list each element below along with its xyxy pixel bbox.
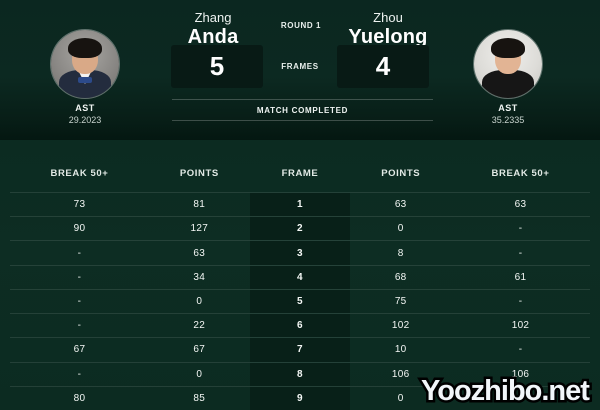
- cell-points-left: 81: [193, 199, 206, 211]
- cell-points-left: 34: [193, 271, 206, 283]
- cell-break50-right: -: [518, 247, 523, 259]
- match-status-strip: MATCH COMPLETED: [172, 99, 433, 121]
- table-row: - 34 4 68 61: [10, 264, 590, 289]
- cell-frame-number: 5: [249, 289, 351, 314]
- match-status-label: MATCH COMPLETED: [256, 105, 349, 115]
- avatar-shirt-shape: [482, 70, 534, 98]
- cell-points-left: 63: [193, 247, 206, 259]
- table-row: - 0 8 106 106: [10, 361, 590, 386]
- cell-frame-number: 4: [249, 265, 351, 289]
- avatar-bowtie-shape: [78, 77, 92, 83]
- cell-break50-right: -: [518, 344, 523, 356]
- cell-points-left: 0: [196, 295, 203, 307]
- cell-break50-right: 61: [514, 271, 527, 283]
- round-label: ROUND 1: [280, 21, 322, 30]
- cell-break50-left: 80: [73, 392, 86, 404]
- player-right-stat-value: 35.2335: [491, 115, 525, 125]
- table-row: 67 67 7 10 -: [10, 337, 590, 362]
- frames-label: FRAMES: [281, 62, 319, 71]
- cell-points-left: 127: [190, 223, 209, 235]
- cell-points-right: 102: [391, 320, 410, 332]
- player-left-name: Zhang Anda: [150, 8, 276, 49]
- scoreboard-header: AST 29.2023 AST 35.2335 Zhang Anda ROUND…: [0, 0, 600, 140]
- cell-break50-left: -: [77, 368, 82, 380]
- column-header-break50-left: BREAK 50+: [50, 168, 109, 179]
- cell-break50-left: 67: [73, 344, 86, 356]
- cell-break50-right: 106: [511, 368, 530, 380]
- cell-points-left: 85: [193, 392, 206, 404]
- cell-points-right: 0: [397, 392, 404, 404]
- player-right-avatar: [474, 30, 542, 98]
- player-left-stat-label: AST: [75, 103, 95, 113]
- table-row: 80 85 9 0 -: [10, 385, 590, 410]
- cell-break50-right: -: [518, 295, 523, 307]
- cell-break50-left: -: [77, 295, 82, 307]
- column-header-points-left: POINTS: [179, 168, 219, 179]
- cell-points-right: 75: [394, 295, 407, 307]
- names-row: Zhang Anda ROUND 1 Zhou Yuelong: [150, 8, 450, 49]
- watermark-logo: Yoozhibo.net: [419, 373, 594, 410]
- cell-break50-left: 90: [73, 223, 86, 235]
- cell-break50-left: -: [77, 320, 82, 332]
- cell-points-left: 67: [193, 344, 206, 356]
- cell-frame-number: 6: [249, 314, 351, 338]
- cell-points-left: 22: [193, 320, 206, 332]
- table-body: 73 81 1 63 63 90 127 2 0 - - 63 3 8 - - …: [10, 192, 590, 410]
- player-left-panel: AST 29.2023: [15, 30, 155, 125]
- column-header-frame: FRAME: [281, 168, 319, 179]
- cell-break50-right: 102: [511, 320, 530, 332]
- cell-break50-right: 63: [514, 199, 527, 211]
- cell-points-right: 8: [397, 247, 404, 259]
- cell-points-right: 63: [394, 199, 407, 211]
- cell-frame-number: 1: [249, 193, 351, 217]
- player-right-name: Zhou Yuelong: [326, 8, 450, 49]
- cell-break50-right: -: [518, 223, 523, 235]
- cell-break50-left: -: [77, 247, 82, 259]
- cell-break50-left: -: [77, 271, 82, 283]
- watermark-text: Yoozhibo.net: [421, 375, 590, 407]
- cell-frame-number: 2: [249, 217, 351, 241]
- player-left-avatar: [51, 30, 119, 98]
- player-right-stat-label: AST: [498, 103, 518, 113]
- table-row: 73 81 1 63 63: [10, 192, 590, 217]
- player-right-panel: AST 35.2335: [438, 30, 578, 125]
- cell-frame-number: 8: [249, 362, 351, 386]
- table-header-row: BREAK 50+ POINTS FRAME POINTS BREAK 50+: [10, 140, 590, 192]
- player-left-last-name: Anda: [187, 26, 239, 48]
- player-left-stat-value: 29.2023: [68, 115, 102, 125]
- frame-score-table: BREAK 50+ POINTS FRAME POINTS BREAK 50+ …: [0, 140, 600, 410]
- player-left-first-name: Zhang: [194, 10, 232, 25]
- column-header-points-right: POINTS: [381, 168, 421, 179]
- cell-points-right: 0: [397, 223, 404, 235]
- table-row: - 0 5 75 -: [10, 288, 590, 314]
- player-right-first-name: Zhou: [373, 10, 403, 25]
- avatar-hair-shape: [68, 38, 102, 58]
- cell-points-right: 10: [394, 344, 407, 356]
- table-row: 90 127 2 0 -: [10, 216, 590, 241]
- player-right-score: 4: [337, 45, 429, 88]
- column-header-break50-right: BREAK 50+: [491, 168, 550, 179]
- table-row: - 22 6 102 102: [10, 313, 590, 338]
- cell-frame-number: 3: [249, 241, 351, 265]
- avatar-hair-shape: [491, 38, 525, 58]
- cell-frame-number: 7: [249, 338, 351, 362]
- cell-frame-number: 9: [249, 386, 351, 410]
- player-left-score: 5: [171, 45, 263, 88]
- player-right-last-name: Yuelong: [348, 26, 428, 48]
- cell-points-left: 0: [196, 368, 203, 380]
- cell-break50-left: 73: [73, 199, 86, 211]
- cell-points-right: 68: [394, 271, 407, 283]
- cell-break50-right: -: [518, 392, 523, 404]
- cell-points-right: 106: [391, 368, 410, 380]
- table-row: - 63 3 8 -: [10, 240, 590, 265]
